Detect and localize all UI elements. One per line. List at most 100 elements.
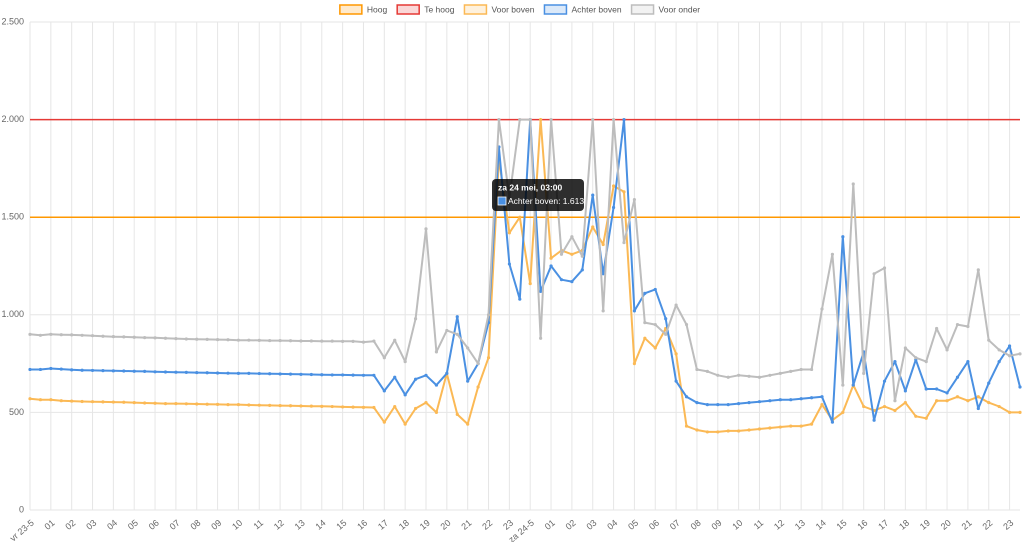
legend-label: Te hoog <box>424 4 455 14</box>
data-point <box>257 403 261 407</box>
legend-label: Voor boven <box>491 4 534 14</box>
data-point <box>163 370 168 374</box>
data-point <box>549 264 553 268</box>
data-point <box>570 252 574 256</box>
x-tick-label: 05 <box>626 518 640 532</box>
x-tick-label: 10 <box>730 518 744 532</box>
data-point <box>903 401 907 405</box>
data-point <box>236 338 241 342</box>
x-tick-label: 09 <box>209 518 223 532</box>
data-point <box>872 272 876 276</box>
data-point <box>737 373 741 377</box>
data-point <box>528 281 532 286</box>
data-point <box>424 373 428 377</box>
data-point <box>695 428 699 432</box>
data-point <box>215 371 220 375</box>
data-point <box>539 289 543 293</box>
data-point <box>330 373 334 377</box>
data-point <box>955 322 960 327</box>
data-point <box>924 416 928 420</box>
x-tick-label: 17 <box>876 518 890 532</box>
data-point <box>455 332 459 336</box>
data-point <box>945 348 949 352</box>
tooltip-swatch <box>497 196 507 206</box>
data-point <box>997 404 1001 409</box>
data-point <box>38 367 43 372</box>
x-tick-label: 02 <box>564 518 578 532</box>
legend-swatch <box>396 4 420 15</box>
data-point <box>195 370 199 375</box>
data-point <box>59 333 63 337</box>
series-line <box>29 118 1020 433</box>
data-point <box>862 371 866 375</box>
data-point <box>935 387 939 391</box>
legend-swatch <box>339 4 363 15</box>
data-point <box>341 373 345 377</box>
data-point <box>591 225 595 229</box>
data-point <box>351 339 355 343</box>
data-point <box>997 348 1001 352</box>
data-point <box>236 371 241 375</box>
data-point <box>841 383 845 387</box>
data-point <box>247 403 251 407</box>
data-point <box>413 406 418 411</box>
x-tick-label: 03 <box>84 518 98 532</box>
data-point <box>299 372 303 376</box>
data-point <box>80 399 84 404</box>
data-point <box>278 338 282 343</box>
data-point <box>122 400 126 404</box>
x-tick-label: 05 <box>126 518 140 532</box>
data-point <box>372 339 376 343</box>
data-point <box>914 356 918 360</box>
data-point <box>820 402 824 407</box>
data-point <box>1018 385 1022 389</box>
data-point <box>184 402 188 406</box>
data-point <box>174 337 178 341</box>
data-point <box>789 398 793 402</box>
data-point <box>570 235 574 239</box>
data-point <box>351 373 355 377</box>
data-point <box>497 118 501 122</box>
x-tick-label: 18 <box>397 518 411 532</box>
data-point <box>90 368 95 373</box>
data-point <box>632 362 637 366</box>
data-point <box>518 297 522 301</box>
y-tick-label: 500 <box>9 407 24 417</box>
data-point <box>976 395 980 399</box>
data-point <box>268 338 272 343</box>
data-point <box>341 339 345 343</box>
data-point <box>726 429 730 433</box>
x-tick-label: 14 <box>814 518 828 532</box>
data-point <box>372 405 376 410</box>
data-point <box>966 324 970 329</box>
x-tick-label: 04 <box>105 518 119 532</box>
data-point <box>122 369 126 373</box>
data-point <box>955 375 960 379</box>
data-point <box>945 399 949 403</box>
x-tick-label: 09 <box>710 518 724 532</box>
data-point <box>768 399 772 403</box>
data-point <box>737 402 741 406</box>
data-point <box>799 424 803 428</box>
data-point <box>101 369 105 373</box>
data-point <box>403 360 407 364</box>
data-point <box>611 205 616 210</box>
data-point <box>882 404 887 409</box>
data-point <box>320 404 324 408</box>
data-point <box>288 339 293 343</box>
data-point <box>320 339 324 343</box>
data-point <box>611 118 616 122</box>
data-point <box>70 333 74 337</box>
x-tick-label: 11 <box>251 518 265 532</box>
data-point <box>59 399 63 403</box>
tooltip: za 24 mei, 03:00 Achter boven: 1.613 <box>492 179 584 211</box>
data-point <box>893 360 897 364</box>
data-point <box>1018 352 1022 356</box>
data-point <box>111 335 115 339</box>
data-point <box>28 367 32 372</box>
data-point <box>393 404 397 409</box>
x-tick-label: 08 <box>188 518 202 532</box>
data-point <box>705 430 709 434</box>
legend: Hoog Te hoog Voor boven Achter boven Voor on… <box>339 4 700 15</box>
data-point <box>851 182 855 186</box>
